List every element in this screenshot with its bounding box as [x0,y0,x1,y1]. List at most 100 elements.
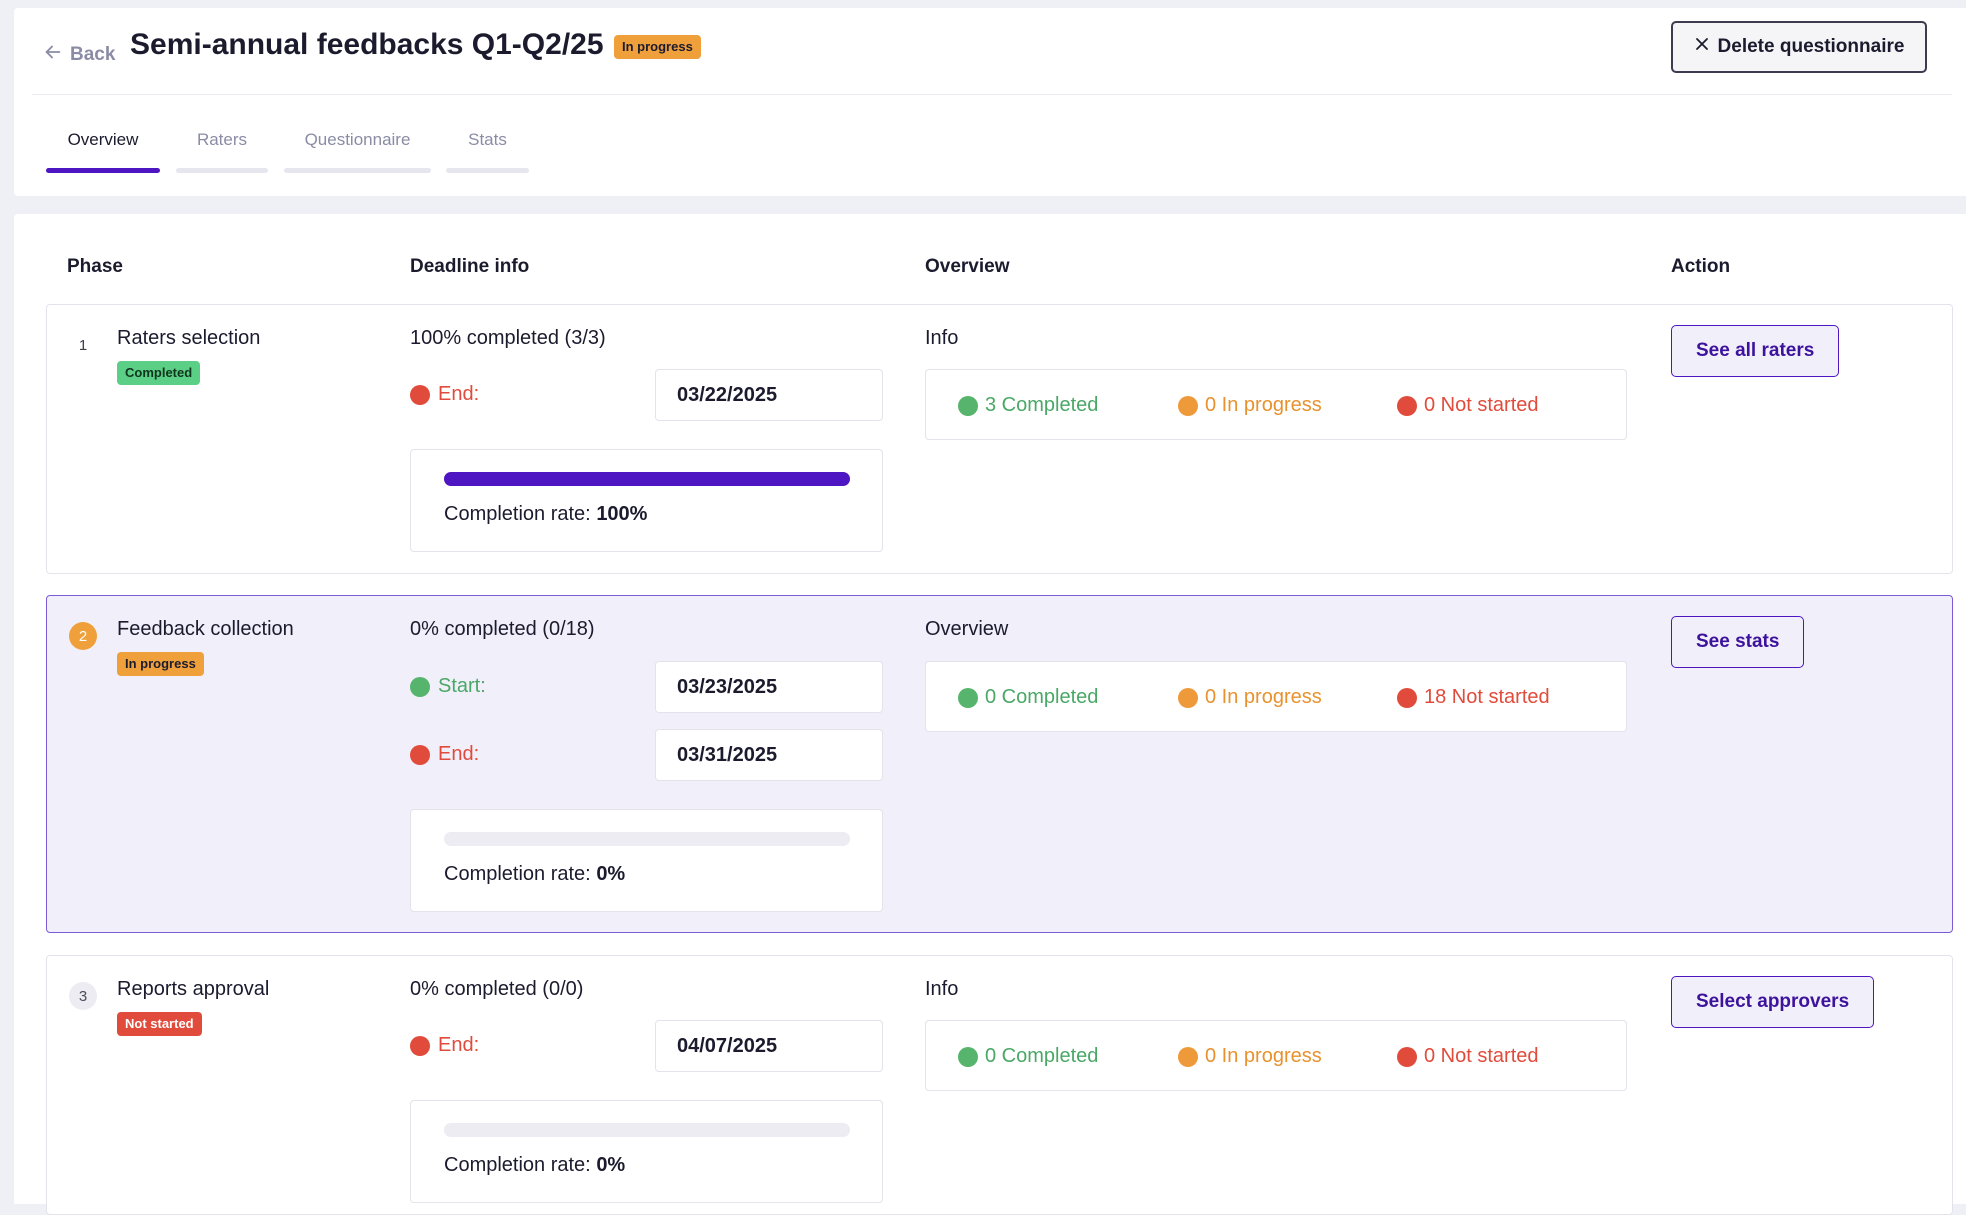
red-dot-icon [410,384,430,405]
end-date-row: End: 03/31/2025 [410,729,883,781]
tab-stats[interactable]: Stats [446,118,529,178]
see-all-raters-button[interactable]: See all raters [1671,325,1840,377]
not-started-stat-label: 0 Not started [1424,394,1539,416]
green-dot-icon [958,1046,978,1067]
start-date-field[interactable]: 03/23/2025 [655,661,883,713]
completed-stat: 3 Completed [958,394,1098,417]
column-header-phase: Phase [67,256,123,277]
completion-rate-text: Completion rate: 0% [444,1154,625,1177]
completion-rate-value: 0% [596,1154,626,1176]
phase-row-raters-selection: 1 Raters selection Completed 100% comple… [46,304,1953,574]
completion-rate-text: Completion rate: 0% [444,863,625,886]
phase-number: 3 [69,982,97,1010]
completion-progress-bar [444,1123,850,1137]
column-header-action: Action [1671,256,1731,277]
status-badge: In progress [614,35,701,59]
end-date-row: End: 03/22/2025 [410,369,883,421]
tab-raters-label: Raters [196,130,248,149]
completed-stat: 0 Completed [958,1045,1098,1068]
in-progress-stat-label: 0 In progress [1205,686,1322,708]
back-label: Back [70,44,116,65]
column-header-overview: Overview [925,256,1010,277]
overview-title: Info [925,978,959,1000]
end-label: End: [410,1034,479,1057]
back-button[interactable]: Back [42,40,115,70]
in-progress-stat: 0 In progress [1178,394,1322,417]
red-dot-icon [1397,687,1417,708]
see-stats-button[interactable]: See stats [1671,616,1805,668]
end-date-row: End: 04/07/2025 [410,1020,883,1072]
completion-rate-value: 100% [596,503,648,525]
end-label: End: [410,743,479,766]
completed-count: 0% completed (0/0) [410,978,584,1000]
select-approvers-button[interactable]: Select approvers [1671,976,1875,1028]
not-started-stat: 0 Not started [1397,394,1539,417]
tab-overview-indicator [46,168,160,173]
completion-progress-fill [444,472,850,486]
red-dot-icon [410,744,430,765]
phase-name: Reports approval [117,978,270,1000]
not-started-stat: 0 Not started [1397,1045,1539,1068]
header-card [14,8,1966,196]
overview-box: 0 Completed 0 In progress 18 Not started [925,661,1627,732]
tab-stats-indicator [446,168,529,173]
end-date-field[interactable]: 04/07/2025 [655,1020,883,1072]
phase-row-feedback-collection: 2 Feedback collection In progress 0% com… [46,595,1953,933]
arrow-left-icon [42,41,64,69]
not-started-stat: 18 Not started [1397,686,1550,709]
green-dot-icon [958,687,978,708]
completed-stat-label: 0 Completed [985,1045,1099,1067]
close-icon [1694,36,1710,58]
phase-number: 2 [69,622,97,650]
overview-box: 3 Completed 0 In progress 0 Not started [925,369,1627,440]
completion-rate-label: Completion rate: [444,863,591,885]
overview-box: 0 Completed 0 In progress 0 Not started [925,1020,1627,1091]
completion-rate-value: 0% [596,863,626,885]
tab-questionnaire[interactable]: Questionnaire [284,118,431,178]
phase-status-badge: Completed [117,361,201,385]
completed-count: 100% completed (3/3) [410,327,606,349]
delete-questionnaire-label: Delete questionnaire [1717,36,1905,57]
tab-stats-label: Stats [468,130,507,149]
end-label-text: End: [438,743,480,765]
tab-questionnaire-label: Questionnaire [304,130,411,149]
phase-row-reports-approval: 3 Reports approval Not started 0% comple… [46,955,1953,1215]
overview-title: Overview [925,618,1009,640]
phase-name: Feedback collection [117,618,294,640]
end-label: End: [410,383,479,406]
completed-stat-label: 3 Completed [985,394,1099,416]
completion-progress-bar [444,832,850,846]
completed-count: 0% completed (0/18) [410,618,595,640]
in-progress-stat-label: 0 In progress [1205,1045,1322,1067]
orange-dot-icon [1178,1046,1198,1067]
not-started-stat-label: 18 Not started [1424,686,1550,708]
page-title: Semi-annual feedbacks Q1-Q2/25 [130,28,604,61]
start-date-row: Start: 03/23/2025 [410,661,883,713]
completion-rate-text: Completion rate: 100% [444,503,647,526]
orange-dot-icon [1178,687,1198,708]
tab-raters-indicator [176,168,268,173]
phase-name: Raters selection [117,327,261,349]
end-date-field[interactable]: 03/22/2025 [655,369,883,421]
tab-overview[interactable]: Overview [46,118,160,178]
tab-overview-label: Overview [67,130,139,149]
completion-rate-label: Completion rate: [444,503,591,525]
completion-progress-bar [444,472,850,486]
delete-questionnaire-button[interactable]: Delete questionnaire [1671,21,1927,73]
red-dot-icon [1397,1046,1417,1067]
header-divider [32,94,1952,95]
red-dot-icon [410,1035,430,1056]
completed-stat-label: 0 Completed [985,686,1099,708]
not-started-stat-label: 0 Not started [1424,1045,1539,1067]
tab-raters[interactable]: Raters [176,118,268,178]
completed-stat: 0 Completed [958,686,1098,709]
completion-rate-box: Completion rate: 100% [410,449,883,552]
tab-questionnaire-indicator [284,168,431,173]
in-progress-stat: 0 In progress [1178,1045,1322,1068]
completion-rate-label: Completion rate: [444,1154,591,1176]
green-dot-icon [958,395,978,416]
end-date-field[interactable]: 03/31/2025 [655,729,883,781]
phase-status-badge: In progress [117,652,204,676]
phase-status-badge: Not started [117,1012,202,1036]
red-dot-icon [1397,395,1417,416]
